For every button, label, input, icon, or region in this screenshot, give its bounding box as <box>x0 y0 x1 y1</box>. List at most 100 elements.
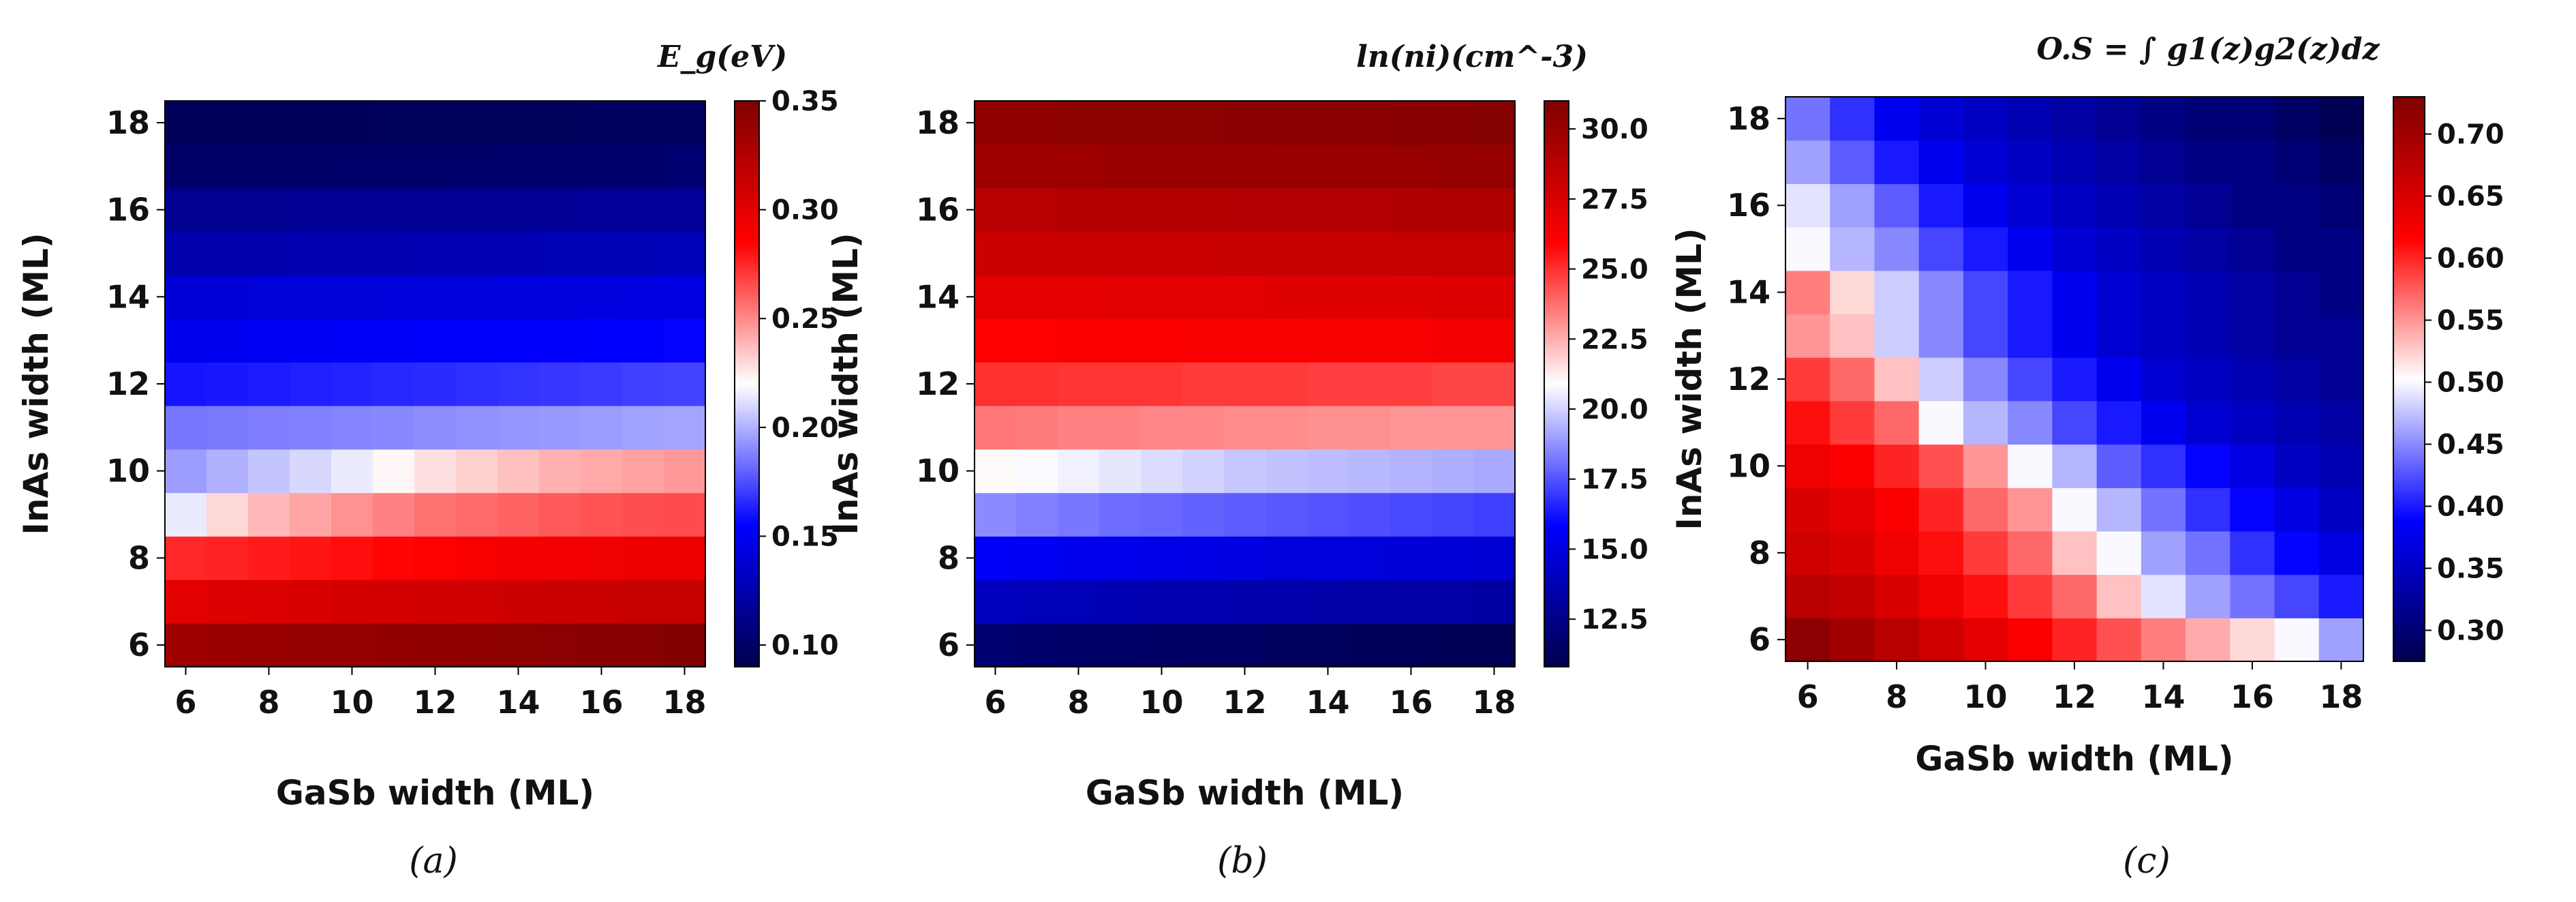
heatmap-cell <box>1016 492 1058 537</box>
heatmap-cell <box>1307 405 1349 450</box>
heatmap-cell <box>1266 492 1308 537</box>
colorbar-swatch <box>1544 593 1569 597</box>
colorbar-swatch <box>2393 633 2425 637</box>
colorbar-swatch <box>1544 520 1569 523</box>
heatmap-cell <box>2230 140 2275 184</box>
colorbar-swatch <box>1544 304 1569 308</box>
colorbar-swatch <box>2393 599 2425 603</box>
heatmap-cell <box>664 623 706 667</box>
colorbar-swatch <box>735 613 759 616</box>
colorbar-swatch <box>735 185 759 190</box>
colorbar-swatch <box>735 276 759 280</box>
heatmap-cell <box>1266 144 1308 189</box>
colorbar-swatch <box>2393 579 2425 583</box>
heatmap-cell <box>414 144 457 189</box>
heatmap-cell <box>456 231 498 275</box>
panel-a-bandgap-heatmap: 6 8 10 12 14 16 18 6 8 10 12 14 16 18 GaSb width (ML… <box>16 40 839 882</box>
colorbar-swatch <box>2393 207 2425 211</box>
heatmap-cell <box>581 187 623 232</box>
colorbar-swatch <box>735 429 759 433</box>
heatmap-cell <box>1390 536 1432 580</box>
colorbar-swatch <box>735 160 759 164</box>
heatmap-cell <box>1785 270 1830 315</box>
colorbar-swatch <box>2393 116 2425 120</box>
heatmap-cell <box>581 405 623 450</box>
heatmap-cell <box>2096 530 2142 575</box>
heatmap-cell <box>165 144 207 189</box>
colorbar-swatch <box>2393 340 2425 343</box>
heatmap-cell <box>1963 400 2008 445</box>
heatmap-cell <box>497 144 540 189</box>
colorbar-swatch <box>735 254 759 257</box>
heatmap-cell <box>1182 187 1225 232</box>
colorbar-swatch <box>735 363 759 367</box>
heatmap-cell <box>1432 144 1474 189</box>
colorbar-swatch <box>2393 190 2425 194</box>
colorbar-swatch <box>2393 179 2425 182</box>
heatmap-cell <box>1141 144 1183 189</box>
heatmap-cell <box>290 623 332 667</box>
colorbar-swatch <box>1544 299 1569 303</box>
colorbar-swatch <box>735 239 759 243</box>
panel-b-intrinsic-carrier-heatmap: 6 8 10 12 14 16 18 6 8 10 12 14 16 18 GaSb width (ML… <box>826 40 1649 882</box>
colorbar-swatch <box>1544 500 1569 503</box>
colorbar-title: O.S = ∫ g1(z)g2(z)dz <box>2037 32 2380 67</box>
colorbar-swatch <box>1544 256 1569 260</box>
heatmap-cell <box>581 449 623 494</box>
colorbar-swatch <box>735 112 759 116</box>
heatmap-cell <box>1432 275 1474 319</box>
heatmap-cell <box>331 231 373 275</box>
heatmap-cell <box>165 187 207 232</box>
colorbar-swatch <box>735 446 759 450</box>
heatmap-cell <box>1432 101 1474 145</box>
colorbar-swatch <box>1544 282 1569 286</box>
heatmap-cell <box>2141 140 2186 184</box>
heatmap-cell <box>1830 574 1875 618</box>
colorbar-swatch <box>2393 209 2425 213</box>
heatmap-cell <box>1058 536 1100 580</box>
x-tick-label: 8 <box>258 684 279 721</box>
colorbar-tick-label: 0.25 <box>771 303 839 335</box>
colorbar-swatch <box>1544 327 1569 331</box>
colorbar-swatch <box>2393 486 2425 490</box>
colorbar-swatch <box>1544 202 1569 207</box>
colorbar-swatch <box>2393 492 2425 496</box>
colorbar-swatch <box>1544 350 1569 353</box>
heatmap-cell <box>1182 536 1225 580</box>
heatmap-cell <box>1016 405 1058 450</box>
heatmap-cell <box>2274 314 2320 358</box>
colorbar-swatch <box>735 604 759 608</box>
heatmap-cell <box>1224 101 1266 145</box>
heatmap-cell <box>1058 623 1100 667</box>
heatmap-cell <box>1099 580 1141 624</box>
colorbar-swatch <box>735 624 759 628</box>
heatmap-cell <box>2096 618 2142 662</box>
heatmap-cell <box>1390 144 1432 189</box>
heatmap-cell <box>497 492 540 537</box>
colorbar-swatch <box>1544 347 1569 350</box>
heatmap-cell <box>2318 618 2364 662</box>
heatmap-cell <box>331 101 373 145</box>
heatmap-cell <box>1918 270 1964 315</box>
y-tick-label: 10 <box>916 453 960 490</box>
colorbar-swatch <box>735 188 759 192</box>
heatmap-cell <box>2052 444 2098 488</box>
heatmap-cell <box>373 536 415 580</box>
colorbar-swatch <box>1544 384 1569 387</box>
colorbar-swatch <box>1544 217 1569 220</box>
colorbar-swatch <box>735 234 759 237</box>
heatmap-cell <box>2274 530 2320 575</box>
heatmap-cell <box>1785 444 1830 488</box>
heatmap-cell <box>373 187 415 232</box>
colorbar-swatch <box>735 610 759 614</box>
heatmap-cell <box>373 275 415 319</box>
colorbar-swatch <box>735 375 759 379</box>
heatmap-cell <box>1182 492 1225 537</box>
colorbar-swatch <box>2393 455 2425 459</box>
heatmap-cell <box>414 623 457 667</box>
heatmap-cell <box>1432 187 1474 232</box>
heatmap-cell <box>2230 574 2275 618</box>
colorbar-swatch <box>2393 382 2425 385</box>
heatmap-cell <box>1390 623 1432 667</box>
heatmap-cell <box>2008 530 2053 575</box>
